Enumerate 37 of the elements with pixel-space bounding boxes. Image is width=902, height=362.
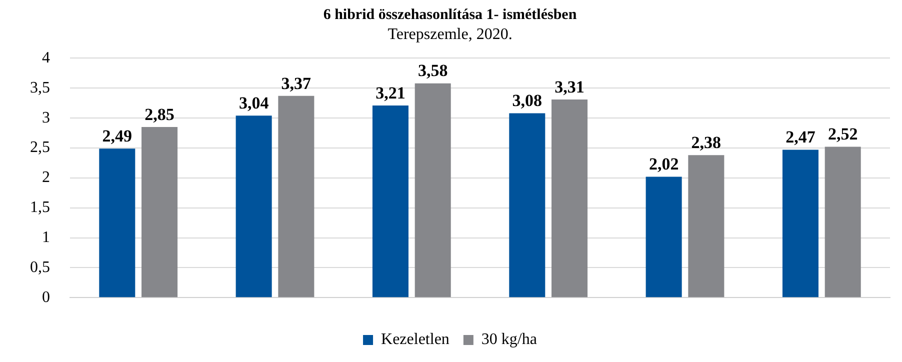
bar [414,83,451,298]
data-label: 3,08 [512,91,542,110]
data-label: 2,47 [786,128,816,147]
bar [236,116,272,298]
data-label: 2,02 [648,154,679,174]
bar [278,96,314,298]
legend-label: Kezeletlen [381,331,450,348]
y-tick-label: 1 [42,228,50,246]
bar [688,155,724,298]
y-tick-label: 4 [42,49,50,66]
bar [552,99,588,298]
bar [99,148,136,298]
data-label: 3,31 [554,77,584,96]
y-tick-label: 3,5 [30,79,50,96]
bar [824,146,861,298]
legend-label: 30 kg/ha [481,331,537,348]
data-label: 3,21 [376,83,406,102]
bar [372,105,408,298]
y-tick-label: 2 [42,169,50,186]
bar [509,113,546,298]
y-tick-label: 0 [42,288,50,306]
data-label: 2,38 [691,133,722,152]
data-label: 3,04 [238,94,270,113]
y-tick-label: 2,5 [30,139,50,156]
chart-subtitle: Terepszemle, 2020. [388,26,512,43]
bar [782,150,818,298]
data-label: 2,49 [102,126,132,146]
data-label: 3,58 [418,61,448,80]
bar [646,176,682,298]
data-label: 2,52 [828,124,858,144]
data-label: 3,37 [281,74,312,93]
chart-title: 6 hibrid összehasonlítása 1- ismétlésben [323,6,578,23]
y-tick-label: 0,5 [30,258,50,276]
y-tick-label: 1,5 [30,199,50,216]
y-tick-label: 3 [42,109,50,126]
data-label: 2,85 [144,104,174,124]
bar [142,127,178,298]
